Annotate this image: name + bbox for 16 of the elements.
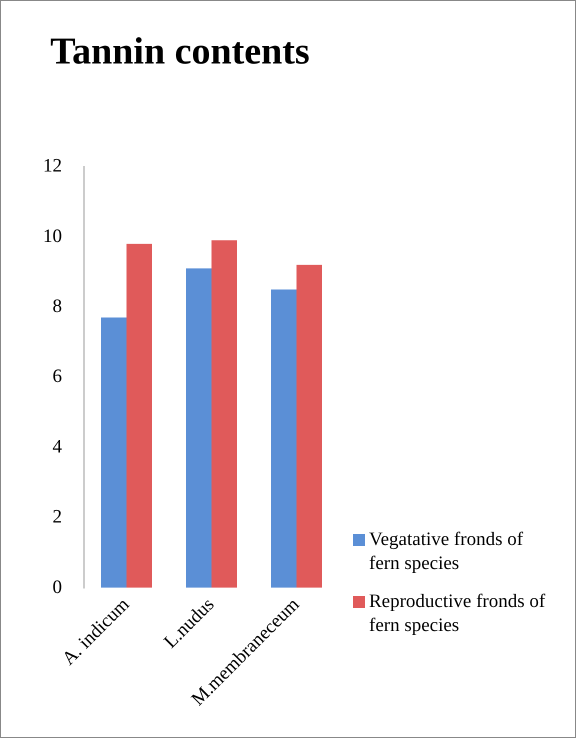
- y-tick-label: 12: [43, 156, 62, 177]
- bar: [186, 268, 212, 588]
- y-tick-label: 6: [52, 366, 62, 388]
- bar: [101, 318, 126, 588]
- bar: [271, 289, 296, 588]
- legend-label: Vegatative fronds of fern species: [369, 528, 524, 576]
- y-tick-label: 0: [52, 576, 62, 598]
- chart-title: Tannin contents: [50, 30, 310, 73]
- legend-label: Reproductive fronds of fern species: [369, 590, 546, 638]
- y-tick-label: 2: [52, 506, 62, 528]
- bar: [296, 264, 322, 588]
- bar: [126, 244, 152, 588]
- bar: [212, 240, 237, 588]
- y-tick-label: 10: [43, 226, 62, 247]
- y-tick-label: 4: [52, 436, 62, 458]
- y-tick-label: 8: [52, 296, 62, 317]
